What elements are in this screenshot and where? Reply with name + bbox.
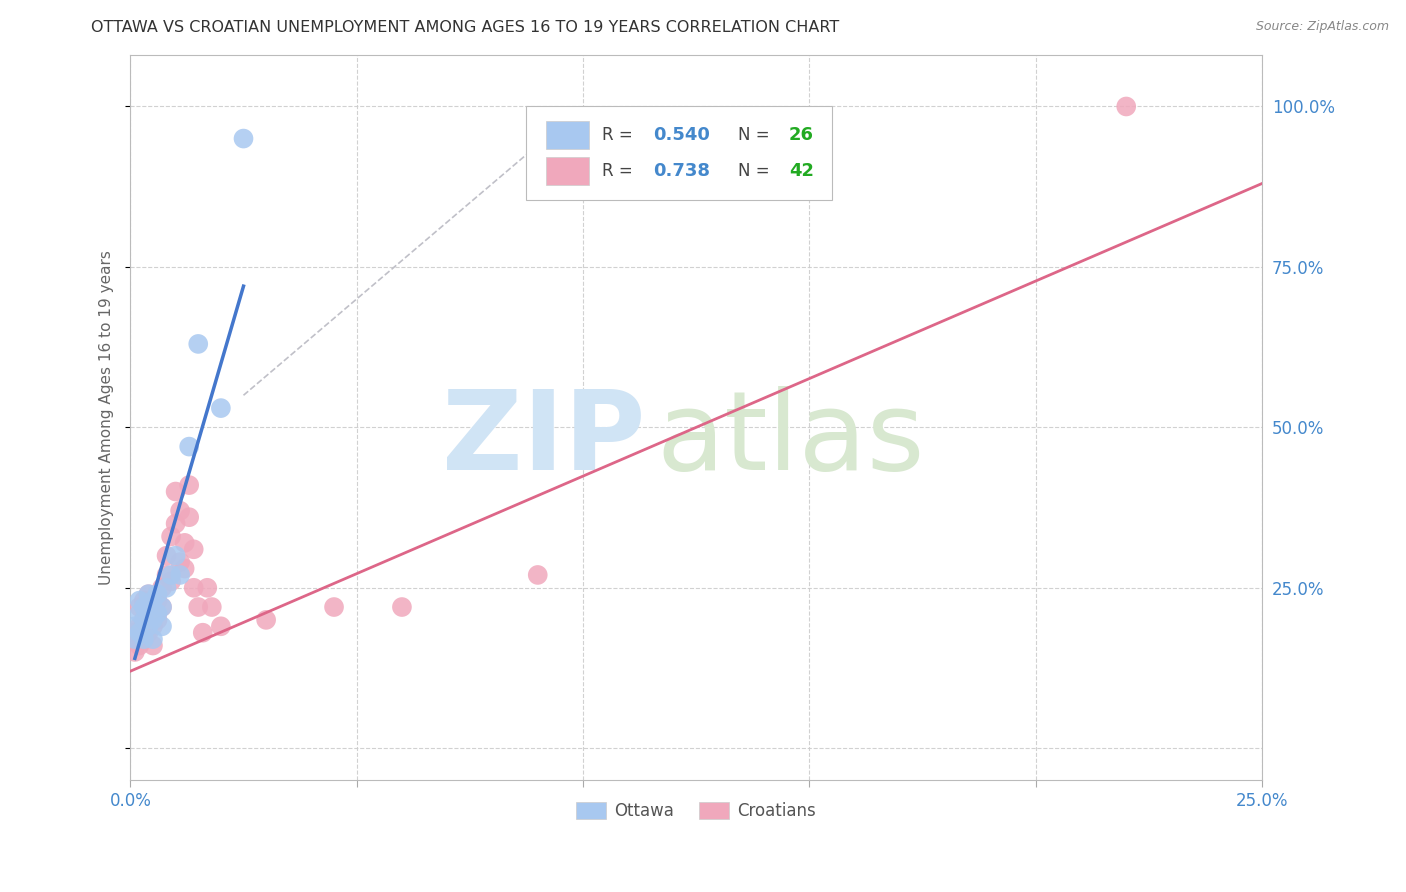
Point [187,337,209,351]
Legend: Ottawa, Croatians: Ottawa, Croatians [569,795,823,826]
Point [179,440,201,454]
Point [183,542,205,557]
Point [209,401,232,416]
Point [138,587,160,601]
Text: 0.540: 0.540 [654,126,710,144]
Point [169,568,191,582]
Point [132,593,155,607]
Point [138,625,160,640]
Point [132,613,155,627]
Text: OTTAWA VS CROATIAN UNEMPLOYMENT AMONG AGES 16 TO 19 YEARS CORRELATION CHART: OTTAWA VS CROATIAN UNEMPLOYMENT AMONG AG… [91,20,839,35]
Point [142,593,165,607]
Point [138,587,160,601]
Point [391,600,413,615]
Point [142,632,165,647]
Point [155,549,177,563]
Point [146,607,169,621]
Text: 26: 26 [789,126,814,144]
Point [173,561,195,575]
Point [132,632,155,647]
Point [1115,99,1137,113]
Point [191,625,214,640]
Point [132,600,155,615]
Point [150,600,173,615]
Point [128,607,150,621]
Point [124,625,146,640]
Point [201,600,224,615]
Point [128,600,150,615]
Point [150,600,173,615]
Point [160,568,183,582]
Point [142,639,165,653]
Point [169,504,191,518]
Point [124,619,146,633]
Point [142,600,165,615]
Point [165,484,187,499]
Text: N =: N = [738,126,775,144]
Point [132,613,155,627]
Point [232,131,254,145]
Point [146,613,169,627]
FancyBboxPatch shape [546,157,589,185]
Point [128,619,150,633]
Point [165,549,187,563]
Text: atlas: atlas [657,386,925,493]
Point [160,529,183,543]
Point [138,619,160,633]
Point [138,607,160,621]
Point [128,625,150,640]
Point [526,568,548,582]
Text: ZIP: ZIP [441,386,645,493]
Point [138,600,160,615]
Point [254,613,277,627]
Point [169,555,191,569]
FancyBboxPatch shape [526,106,832,200]
Point [179,478,201,492]
Point [173,536,195,550]
Point [142,613,165,627]
Text: 0.738: 0.738 [654,162,710,180]
Point [323,600,346,615]
Point [124,632,146,647]
Text: R =: R = [602,162,638,180]
Point [150,581,173,595]
Point [155,568,177,582]
Point [142,619,165,633]
Point [124,645,146,659]
Point [187,600,209,615]
Point [183,581,205,595]
Point [165,516,187,531]
Point [209,619,232,633]
Point [146,593,169,607]
Point [128,593,150,607]
Text: 42: 42 [789,162,814,180]
Text: R =: R = [602,126,638,144]
Point [146,587,169,601]
Text: Source: ZipAtlas.com: Source: ZipAtlas.com [1256,20,1389,33]
Point [179,510,201,524]
Y-axis label: Unemployment Among Ages 16 to 19 years: Unemployment Among Ages 16 to 19 years [100,251,114,585]
Point [160,574,183,589]
FancyBboxPatch shape [546,121,589,149]
Point [195,581,218,595]
Text: N =: N = [738,162,775,180]
Point [128,639,150,653]
Point [150,619,173,633]
Point [132,632,155,647]
Point [155,581,177,595]
